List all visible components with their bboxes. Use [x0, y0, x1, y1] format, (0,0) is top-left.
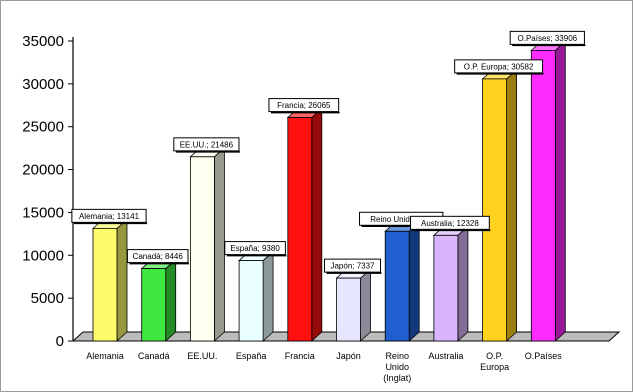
- bar: [433, 234, 459, 342]
- data-label-box: [126, 249, 189, 264]
- x-tick-label: (Inglat): [383, 373, 411, 383]
- bar-side: [360, 268, 371, 342]
- y-tick-label: 30000: [22, 76, 64, 93]
- x-tick-label: España: [236, 351, 267, 361]
- x-tick-label: Japón: [336, 351, 361, 361]
- bar-side: [554, 40, 566, 342]
- y-tick-label: 20000: [22, 162, 64, 179]
- bar: [287, 117, 313, 342]
- bar: [141, 268, 167, 342]
- data-label: O.P. Europa; 30582: [454, 59, 544, 75]
- data-label-box: [410, 215, 490, 230]
- data-label-box: [323, 258, 382, 273]
- bar-side: [311, 107, 323, 342]
- bar: [238, 260, 264, 342]
- data-label-text: España; 9380: [230, 244, 280, 253]
- x-tick-label: EE.UU.: [187, 351, 217, 361]
- bar-side: [457, 225, 469, 342]
- bar-side: [213, 146, 225, 342]
- bar: [189, 156, 215, 342]
- data-label-text: O.P. Europa; 30582: [464, 62, 534, 71]
- y-tick-label: 10000: [22, 247, 64, 264]
- x-tick-label: Alemania: [86, 351, 124, 361]
- data-label-text: Canadá; 8446: [133, 252, 184, 261]
- x-tick-label: Reino: [385, 351, 409, 361]
- data-label-box: [173, 137, 240, 152]
- y-tick-label: 0: [56, 333, 64, 350]
- data-label: Japón; 7337: [323, 258, 382, 274]
- x-tick-label: Australia: [428, 351, 463, 361]
- data-label-text: Alemania; 13141: [79, 212, 140, 221]
- data-label-text: O.Países; 33906: [518, 34, 578, 43]
- x-tick-label: Canadá: [138, 351, 170, 361]
- data-label: Canadá; 8446: [126, 249, 189, 265]
- x-tick-label: Francia: [285, 351, 315, 361]
- data-label: España; 9380: [224, 241, 287, 257]
- x-tick-label: O.Países: [525, 351, 563, 361]
- data-label-text: Francia; 26065: [277, 101, 331, 110]
- bar: [530, 49, 556, 342]
- bar: [336, 277, 361, 342]
- y-tick-label: 25000: [22, 119, 64, 136]
- data-label: EE.UU.; 21486: [173, 137, 240, 153]
- bar-side: [262, 250, 274, 342]
- x-tick-label: Europa: [480, 362, 509, 372]
- data-label-box: [224, 241, 286, 256]
- data-label-box: [509, 30, 585, 45]
- y-tick-label: 5000: [31, 290, 64, 307]
- bar-side: [408, 221, 420, 342]
- data-label: O.Países; 33906: [509, 30, 586, 47]
- data-label: Australia; 12328: [410, 215, 491, 232]
- data-label: Alemania; 13141: [71, 208, 148, 225]
- bar-side: [116, 218, 128, 342]
- data-label: Francia; 26065: [268, 98, 340, 114]
- bar: [482, 78, 508, 342]
- bar-side: [506, 68, 517, 342]
- data-label-text: Reino Unido (Ingl: [370, 215, 432, 224]
- data-label-text: Japón; 7337: [330, 262, 375, 271]
- data-label-box: [454, 59, 544, 74]
- bar: [92, 227, 118, 342]
- x-tick-label: O.P.: [486, 351, 503, 361]
- bar-side: [165, 258, 177, 342]
- data-label-text: EE.UU.; 21486: [180, 140, 234, 149]
- x-tick-label: Unido: [385, 362, 409, 372]
- data-label-box: [268, 98, 340, 113]
- data-label-box: [71, 208, 147, 223]
- bar: [384, 230, 410, 342]
- y-tick-label: 35000: [22, 33, 64, 50]
- data-label-text: Australia; 12328: [421, 219, 479, 228]
- y-tick-label: 15000: [22, 204, 64, 221]
